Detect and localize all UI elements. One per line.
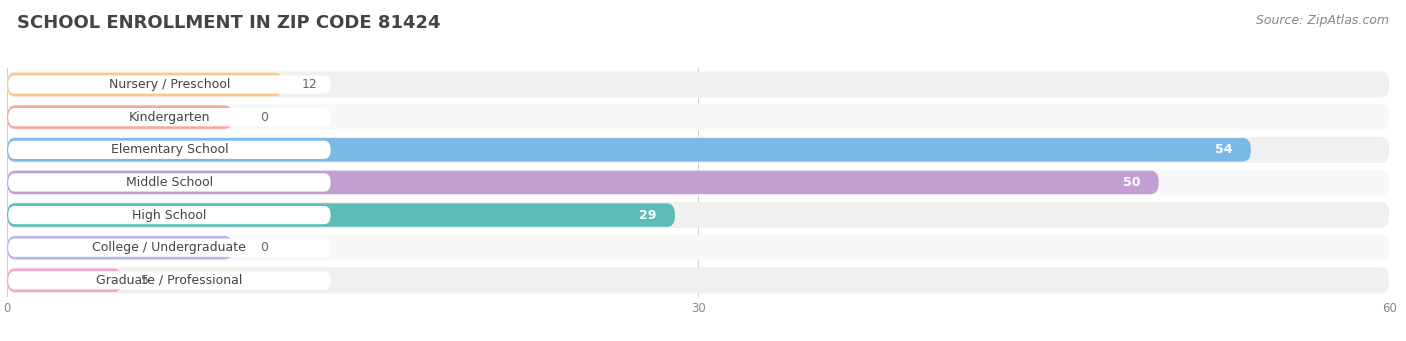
Text: Kindergarten: Kindergarten — [129, 111, 209, 124]
FancyBboxPatch shape — [8, 271, 330, 290]
FancyBboxPatch shape — [8, 239, 330, 257]
FancyBboxPatch shape — [8, 108, 330, 126]
Text: 29: 29 — [640, 209, 657, 222]
FancyBboxPatch shape — [7, 169, 1389, 195]
FancyBboxPatch shape — [8, 206, 330, 224]
FancyBboxPatch shape — [7, 267, 1389, 293]
FancyBboxPatch shape — [8, 173, 330, 192]
Text: 5: 5 — [141, 274, 149, 287]
FancyBboxPatch shape — [7, 104, 1389, 130]
FancyBboxPatch shape — [7, 138, 1251, 162]
Text: College / Undergraduate: College / Undergraduate — [93, 241, 246, 254]
Text: SCHOOL ENROLLMENT IN ZIP CODE 81424: SCHOOL ENROLLMENT IN ZIP CODE 81424 — [17, 14, 440, 32]
FancyBboxPatch shape — [7, 73, 284, 96]
FancyBboxPatch shape — [7, 202, 1389, 228]
Text: Elementary School: Elementary School — [111, 143, 228, 156]
FancyBboxPatch shape — [8, 75, 330, 94]
FancyBboxPatch shape — [7, 203, 675, 227]
FancyBboxPatch shape — [7, 235, 1389, 261]
Text: 54: 54 — [1215, 143, 1233, 156]
Text: 0: 0 — [260, 241, 269, 254]
FancyBboxPatch shape — [7, 171, 1159, 194]
Text: Nursery / Preschool: Nursery / Preschool — [108, 78, 231, 91]
Text: Middle School: Middle School — [127, 176, 212, 189]
FancyBboxPatch shape — [7, 269, 122, 292]
FancyBboxPatch shape — [8, 140, 330, 159]
Text: 0: 0 — [260, 111, 269, 124]
FancyBboxPatch shape — [7, 236, 233, 260]
FancyBboxPatch shape — [7, 105, 233, 129]
Text: High School: High School — [132, 209, 207, 222]
Text: 50: 50 — [1123, 176, 1140, 189]
FancyBboxPatch shape — [7, 137, 1389, 163]
Text: 12: 12 — [302, 78, 318, 91]
Text: Graduate / Professional: Graduate / Professional — [96, 274, 243, 287]
FancyBboxPatch shape — [7, 72, 1389, 98]
Text: Source: ZipAtlas.com: Source: ZipAtlas.com — [1256, 14, 1389, 27]
